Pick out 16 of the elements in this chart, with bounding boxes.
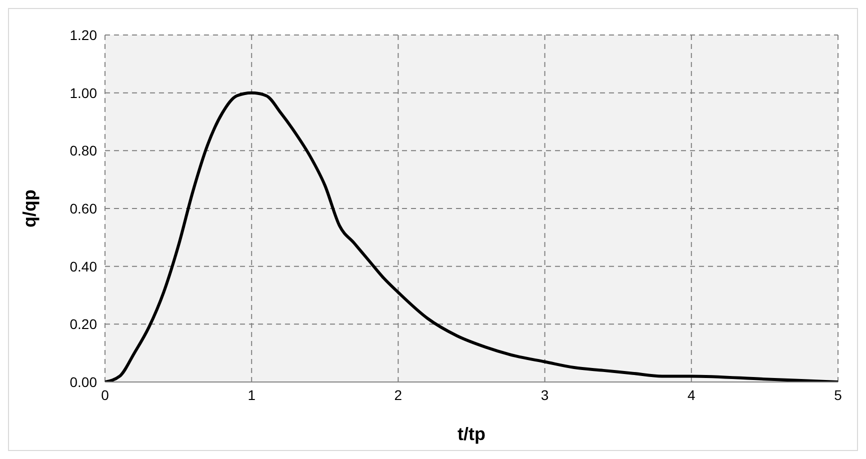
x-tick-label: 1 [248, 386, 256, 403]
x-tick-label: 5 [834, 386, 842, 403]
y-axis-title: q/qp [19, 190, 40, 228]
x-axis-title: t/tp [458, 424, 486, 444]
x-tick-label: 3 [540, 386, 549, 403]
y-tick-label: 1.00 [70, 84, 98, 101]
y-tick-label: 0.00 [70, 374, 98, 390]
y-tick-label: 0.20 [70, 316, 98, 332]
y-tick-label: 0.80 [70, 142, 98, 159]
line-series [105, 91, 838, 382]
x-tick-label: 4 [688, 386, 696, 403]
y-tick-label: 0.40 [70, 258, 98, 274]
x-tick-label: 0 [101, 386, 110, 403]
y-tick-label: 0.60 [70, 200, 98, 216]
y-tick-label: 1.20 [70, 26, 98, 43]
x-tick-label: 2 [394, 386, 402, 403]
